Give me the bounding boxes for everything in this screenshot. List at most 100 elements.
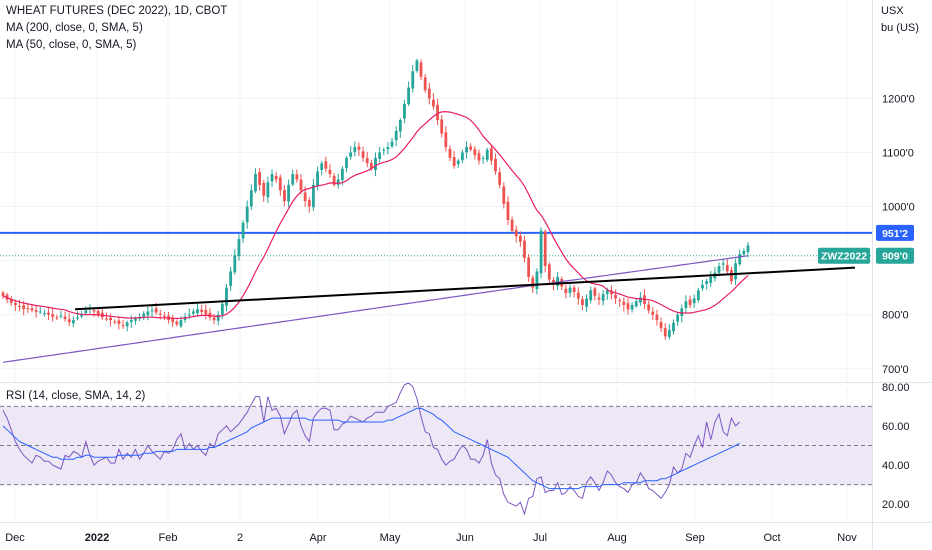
candle-body	[349, 152, 353, 157]
candle-body	[233, 255, 237, 273]
candle-body	[539, 230, 543, 274]
candle-body	[589, 290, 593, 301]
candle-body	[117, 320, 121, 324]
candle-body	[26, 308, 30, 310]
candle-body	[158, 313, 162, 315]
price-pane[interactable]	[0, 0, 872, 382]
candle-body	[38, 311, 42, 313]
candle-body	[634, 301, 638, 307]
candle-body	[448, 148, 452, 158]
candle-body	[725, 265, 729, 272]
candle-body	[746, 245, 750, 253]
candle-body	[469, 146, 473, 150]
time-tick-label: Dec	[5, 532, 25, 544]
time-tick-label: Jul	[533, 532, 547, 544]
candle-body	[287, 184, 290, 202]
candle-body	[241, 222, 245, 239]
symbol-tag	[818, 247, 870, 264]
candle-body	[494, 158, 497, 172]
candle-body	[249, 190, 253, 207]
candle-body	[9, 299, 13, 303]
candle-body	[299, 179, 303, 191]
candle-body	[672, 322, 675, 332]
candle-body	[531, 277, 535, 288]
candle-body	[142, 313, 146, 317]
candle-body	[129, 320, 133, 322]
candle-body	[485, 149, 489, 160]
price-tick-label: 800'0	[882, 310, 909, 322]
rsi-legend[interactable]: RSI (14, close, SMA, 14, 2)	[6, 390, 146, 402]
time-tick-label: Sep	[685, 532, 705, 544]
candle-body	[581, 299, 584, 305]
price-tick-label: 1000'0	[882, 202, 915, 214]
time-tick-label: May	[380, 532, 401, 544]
candle-body	[734, 263, 737, 280]
candle-body	[274, 175, 278, 180]
candle-body	[696, 290, 700, 301]
candle-body	[663, 328, 667, 337]
candle-body	[444, 132, 448, 148]
symbol-legend[interactable]: WHEAT FUTURES (DEC 2022), 1D, CBOT	[6, 5, 228, 17]
candle-body	[80, 314, 84, 317]
time-tick-label: 2022	[85, 532, 109, 544]
candle-body	[647, 304, 651, 311]
candle-body	[191, 311, 195, 314]
ma200-line	[2, 255, 749, 363]
rsi-pane[interactable]	[0, 382, 872, 522]
candle-body	[407, 87, 411, 104]
candle-body	[320, 163, 324, 171]
time-tick-label: Feb	[159, 532, 178, 544]
resistance-price-label: 951'2	[882, 228, 908, 240]
candle-body	[312, 184, 315, 208]
candle-body	[622, 301, 626, 305]
candle-body	[564, 288, 568, 294]
time-tick-label: Aug	[607, 532, 627, 544]
candle-body	[473, 149, 477, 156]
candle-body	[655, 314, 659, 321]
candle-body	[403, 103, 406, 119]
time-tick-label: Nov	[837, 532, 857, 544]
candle-body	[394, 130, 398, 141]
candle-body	[465, 147, 468, 153]
candle-body	[258, 172, 262, 185]
candle-body	[614, 294, 617, 299]
candle-body	[585, 298, 588, 307]
candle-body	[506, 201, 510, 221]
candle-body	[456, 160, 460, 165]
candle-body	[163, 315, 166, 317]
candle-body	[374, 157, 377, 171]
candle-body	[398, 120, 402, 132]
candle-body	[659, 321, 663, 329]
candle-body	[278, 177, 282, 191]
candle-body	[597, 297, 601, 300]
candle-body	[721, 263, 725, 265]
candle-body	[22, 305, 26, 310]
candle-body	[386, 147, 390, 150]
candle-body	[684, 301, 688, 309]
candle-body	[601, 294, 605, 301]
ma200-legend[interactable]: MA (200, close, 0, SMA, 5)	[6, 22, 143, 34]
time-tick-label: 2	[237, 532, 243, 544]
candle-body	[121, 325, 125, 327]
candle-body	[572, 287, 576, 292]
candle-body	[84, 310, 88, 314]
candle-body	[245, 206, 249, 223]
price-tick-label: 1200'0	[882, 93, 915, 105]
candle-body	[676, 314, 680, 322]
candle-body	[92, 310, 96, 312]
ma50-legend[interactable]: MA (50, close, 0, SMA, 5)	[6, 39, 137, 51]
candle-body	[179, 320, 183, 327]
candle-body	[30, 308, 34, 311]
candle-body	[461, 152, 464, 161]
time-tick-label: Apr	[309, 532, 326, 544]
candle-body	[477, 153, 481, 161]
candle-body	[502, 186, 506, 204]
candle-body	[436, 104, 439, 121]
candle-body	[489, 148, 493, 161]
candle-body	[423, 77, 427, 91]
rsi-tick-label: 20.00	[882, 499, 910, 511]
candle-body	[357, 146, 361, 150]
candle-body	[605, 290, 609, 295]
